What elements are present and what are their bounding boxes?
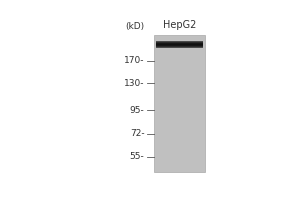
- Bar: [156, 42, 203, 43]
- Text: 55-: 55-: [130, 152, 145, 161]
- Text: 95-: 95-: [130, 106, 145, 115]
- Bar: [154, 35, 205, 172]
- Text: (kD): (kD): [125, 22, 145, 31]
- Bar: [156, 43, 203, 44]
- Bar: [156, 47, 203, 48]
- Bar: [156, 44, 203, 45]
- Text: 170-: 170-: [124, 56, 145, 65]
- Text: HepG2: HepG2: [163, 20, 196, 30]
- Bar: [156, 46, 203, 47]
- Bar: [156, 45, 203, 46]
- Bar: [156, 41, 203, 42]
- Text: 130-: 130-: [124, 79, 145, 88]
- Text: 72-: 72-: [130, 129, 145, 138]
